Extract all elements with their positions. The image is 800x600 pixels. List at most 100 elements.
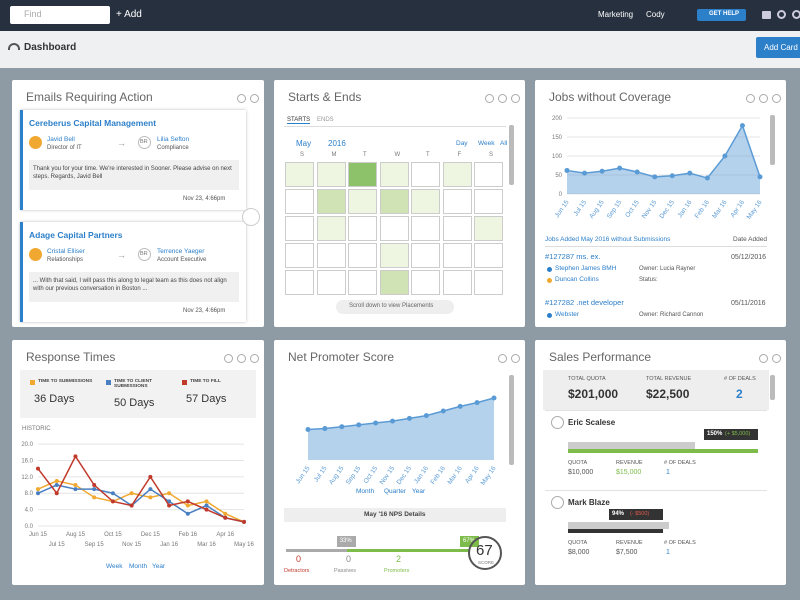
- card-icon[interactable]: [224, 354, 233, 363]
- contact-dot: [547, 313, 552, 318]
- close-icon[interactable]: [792, 10, 800, 19]
- from-name: Javid Bell: [47, 136, 75, 143]
- calendar-cell[interactable]: [285, 189, 314, 214]
- calendar-cell[interactable]: [379, 270, 409, 295]
- calendar-cell[interactable]: [348, 162, 377, 187]
- search-box[interactable]: Find: [10, 6, 110, 24]
- to-role: Compliance: [157, 145, 189, 151]
- calendar-cell[interactable]: [411, 162, 440, 187]
- add-card-button[interactable]: Add Card: [756, 37, 800, 58]
- deals: 1: [666, 469, 670, 476]
- calendar-cell[interactable]: [442, 270, 472, 295]
- point: [634, 169, 640, 175]
- total-label: TOTAL REVENUE: [646, 376, 692, 382]
- calendar-cell[interactable]: [316, 216, 346, 241]
- calendar-cell[interactable]: [379, 216, 409, 241]
- refresh-icon[interactable]: [777, 10, 786, 19]
- help-button[interactable]: GET HELP: [697, 9, 746, 21]
- point: [599, 168, 605, 174]
- calendar-cell[interactable]: [285, 243, 314, 268]
- calendar-cell[interactable]: [474, 270, 503, 295]
- x-tick-label: Nov 15: [122, 542, 142, 548]
- scroll-hint: Scroll down to view Placements: [336, 300, 454, 314]
- view-link[interactable]: Week: [478, 140, 495, 147]
- email-body: Thank you for your time. We're intereste…: [29, 160, 239, 190]
- period-link[interactable]: Month: [129, 563, 148, 570]
- calendar-cell[interactable]: [348, 243, 377, 268]
- group-count: 0: [346, 554, 352, 564]
- calendar-cell[interactable]: [285, 270, 314, 295]
- calendar-cell[interactable]: [379, 189, 409, 214]
- calendar-cell[interactable]: [411, 216, 440, 241]
- point: [167, 503, 172, 508]
- card-icon[interactable]: [485, 94, 494, 103]
- point: [687, 170, 693, 176]
- x-tick-label: Jun 15: [554, 199, 571, 219]
- card-icon[interactable]: [772, 94, 781, 103]
- calendar-cell[interactable]: [285, 162, 314, 187]
- calendar-cell[interactable]: [285, 216, 314, 241]
- point: [167, 499, 172, 504]
- calendar-cell[interactable]: [379, 243, 409, 268]
- period-link[interactable]: Year: [412, 488, 426, 495]
- calendar-cell[interactable]: [442, 216, 472, 241]
- card-icon[interactable]: [759, 354, 768, 363]
- card-title: Starts & Ends: [288, 90, 362, 104]
- calendar-cell[interactable]: [348, 216, 377, 241]
- tab[interactable]: STARTS: [287, 117, 311, 124]
- point: [73, 487, 78, 492]
- summary-value: 57 Days: [186, 393, 227, 405]
- calendar-cell[interactable]: [411, 243, 440, 268]
- calendar-cell[interactable]: [474, 162, 503, 187]
- period-link[interactable]: Week: [106, 563, 123, 570]
- card-icon[interactable]: [237, 94, 246, 103]
- calendar-cell[interactable]: [411, 189, 440, 214]
- card-icon[interactable]: [511, 354, 520, 363]
- calendar-cell[interactable]: [442, 162, 472, 187]
- calendar-cell[interactable]: [316, 243, 346, 268]
- view-link[interactable]: All: [500, 140, 508, 147]
- point: [339, 424, 345, 430]
- calendar-cell[interactable]: [348, 189, 377, 214]
- calendar-cell[interactable]: [474, 243, 503, 268]
- period-link[interactable]: Year: [152, 563, 166, 570]
- card-icon[interactable]: [759, 94, 768, 103]
- user[interactable]: Cody: [646, 10, 665, 19]
- company: Adage Capital Partners: [29, 230, 123, 240]
- calendar-cell[interactable]: [474, 216, 503, 241]
- calendar-cell[interactable]: [316, 162, 346, 187]
- calendar-cell[interactable]: [442, 189, 472, 214]
- card-icon[interactable]: [746, 94, 755, 103]
- card-icon[interactable]: [250, 94, 259, 103]
- card-icon[interactable]: [250, 354, 259, 363]
- calendar-cell[interactable]: [348, 270, 377, 295]
- to-avatar: BR: [138, 248, 151, 261]
- point: [54, 483, 59, 488]
- calendar-cell[interactable]: [411, 270, 440, 295]
- menu[interactable]: Marketing: [598, 10, 634, 19]
- tab[interactable]: ENDS: [317, 117, 334, 123]
- card-icon[interactable]: [498, 94, 507, 103]
- calendar-cell[interactable]: [379, 162, 409, 187]
- calendar-cell[interactable]: [442, 243, 472, 268]
- view-link[interactable]: Day: [456, 140, 468, 147]
- card-icon[interactable]: [498, 354, 507, 363]
- card-icon[interactable]: [237, 354, 246, 363]
- column-label: REVENUE: [616, 460, 643, 466]
- add-button[interactable]: + Add: [116, 9, 142, 20]
- percent: 94%: [612, 511, 625, 517]
- period-link[interactable]: Month: [356, 488, 375, 495]
- y-tick-label: 0.0: [25, 524, 34, 530]
- print-icon[interactable]: [762, 11, 771, 19]
- x-tick-label: Apr 16: [464, 465, 481, 485]
- calendar-cell[interactable]: [316, 270, 346, 295]
- calendar-cell[interactable]: [474, 189, 503, 214]
- card-icon[interactable]: [772, 354, 781, 363]
- year: 2016: [328, 139, 346, 148]
- x-tick-label: Oct 15: [104, 532, 122, 538]
- period-link[interactable]: Quarter: [384, 488, 407, 495]
- calendar-cell[interactable]: [316, 189, 346, 214]
- card-icon[interactable]: [511, 94, 520, 103]
- revenue-bar: [568, 449, 758, 453]
- next-arrow[interactable]: [242, 208, 260, 226]
